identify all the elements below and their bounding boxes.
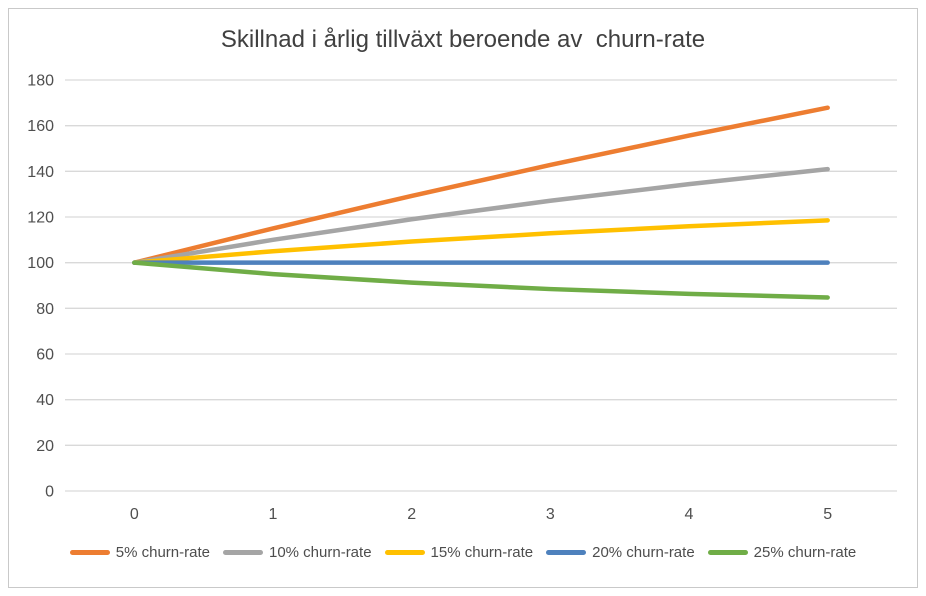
legend-line-swatch [222,550,263,555]
x-tick-label: 3 [546,506,555,523]
legend-label: 5% churn-rate [115,544,210,561]
y-tick-label: 140 [27,164,54,181]
legend-line-swatch [384,550,425,555]
y-tick-label: 80 [36,301,54,318]
legend-label: 10% churn-rate [268,544,372,561]
y-tick-label: 180 [27,73,54,90]
legend-item: 15% churn-rate [384,544,534,561]
legend-line-swatch [546,550,587,555]
legend-item: 25% churn-rate [707,544,857,561]
series-line [132,105,830,265]
x-tick-label: 1 [269,506,278,523]
x-tick-label: 2 [407,506,416,523]
legend-item: 10% churn-rate [222,544,372,561]
y-tick-label: 160 [27,118,54,135]
x-tick-label: 4 [685,506,694,523]
legend: 5% churn-rate 10% churn-rate 15% churn-rat… [0,544,926,561]
x-tick-label: 0 [130,506,139,523]
y-tick-label: 60 [36,347,54,364]
legend-label: 15% churn-rate [430,544,534,561]
series-line [132,218,830,265]
legend-item: 20% churn-rate [546,544,695,561]
y-tick-label: 0 [45,484,54,501]
legend-label: 20% churn-rate [592,544,695,561]
legend-line-swatch [69,550,110,555]
legend-item: 5% churn-rate [69,544,210,561]
legend-line-swatch [707,550,748,555]
y-tick-label: 120 [27,210,54,227]
chart-title: Skillnad i årlig tillväxt beroende av ch… [220,26,706,53]
x-tick-label: 5 [823,506,832,523]
legend-label: 25% churn-rate [753,544,857,561]
y-tick-label: 100 [27,255,54,272]
y-tick-label: 40 [36,392,54,409]
y-tick-label: 20 [36,438,54,455]
series-line [132,260,830,300]
series-line [132,166,830,265]
